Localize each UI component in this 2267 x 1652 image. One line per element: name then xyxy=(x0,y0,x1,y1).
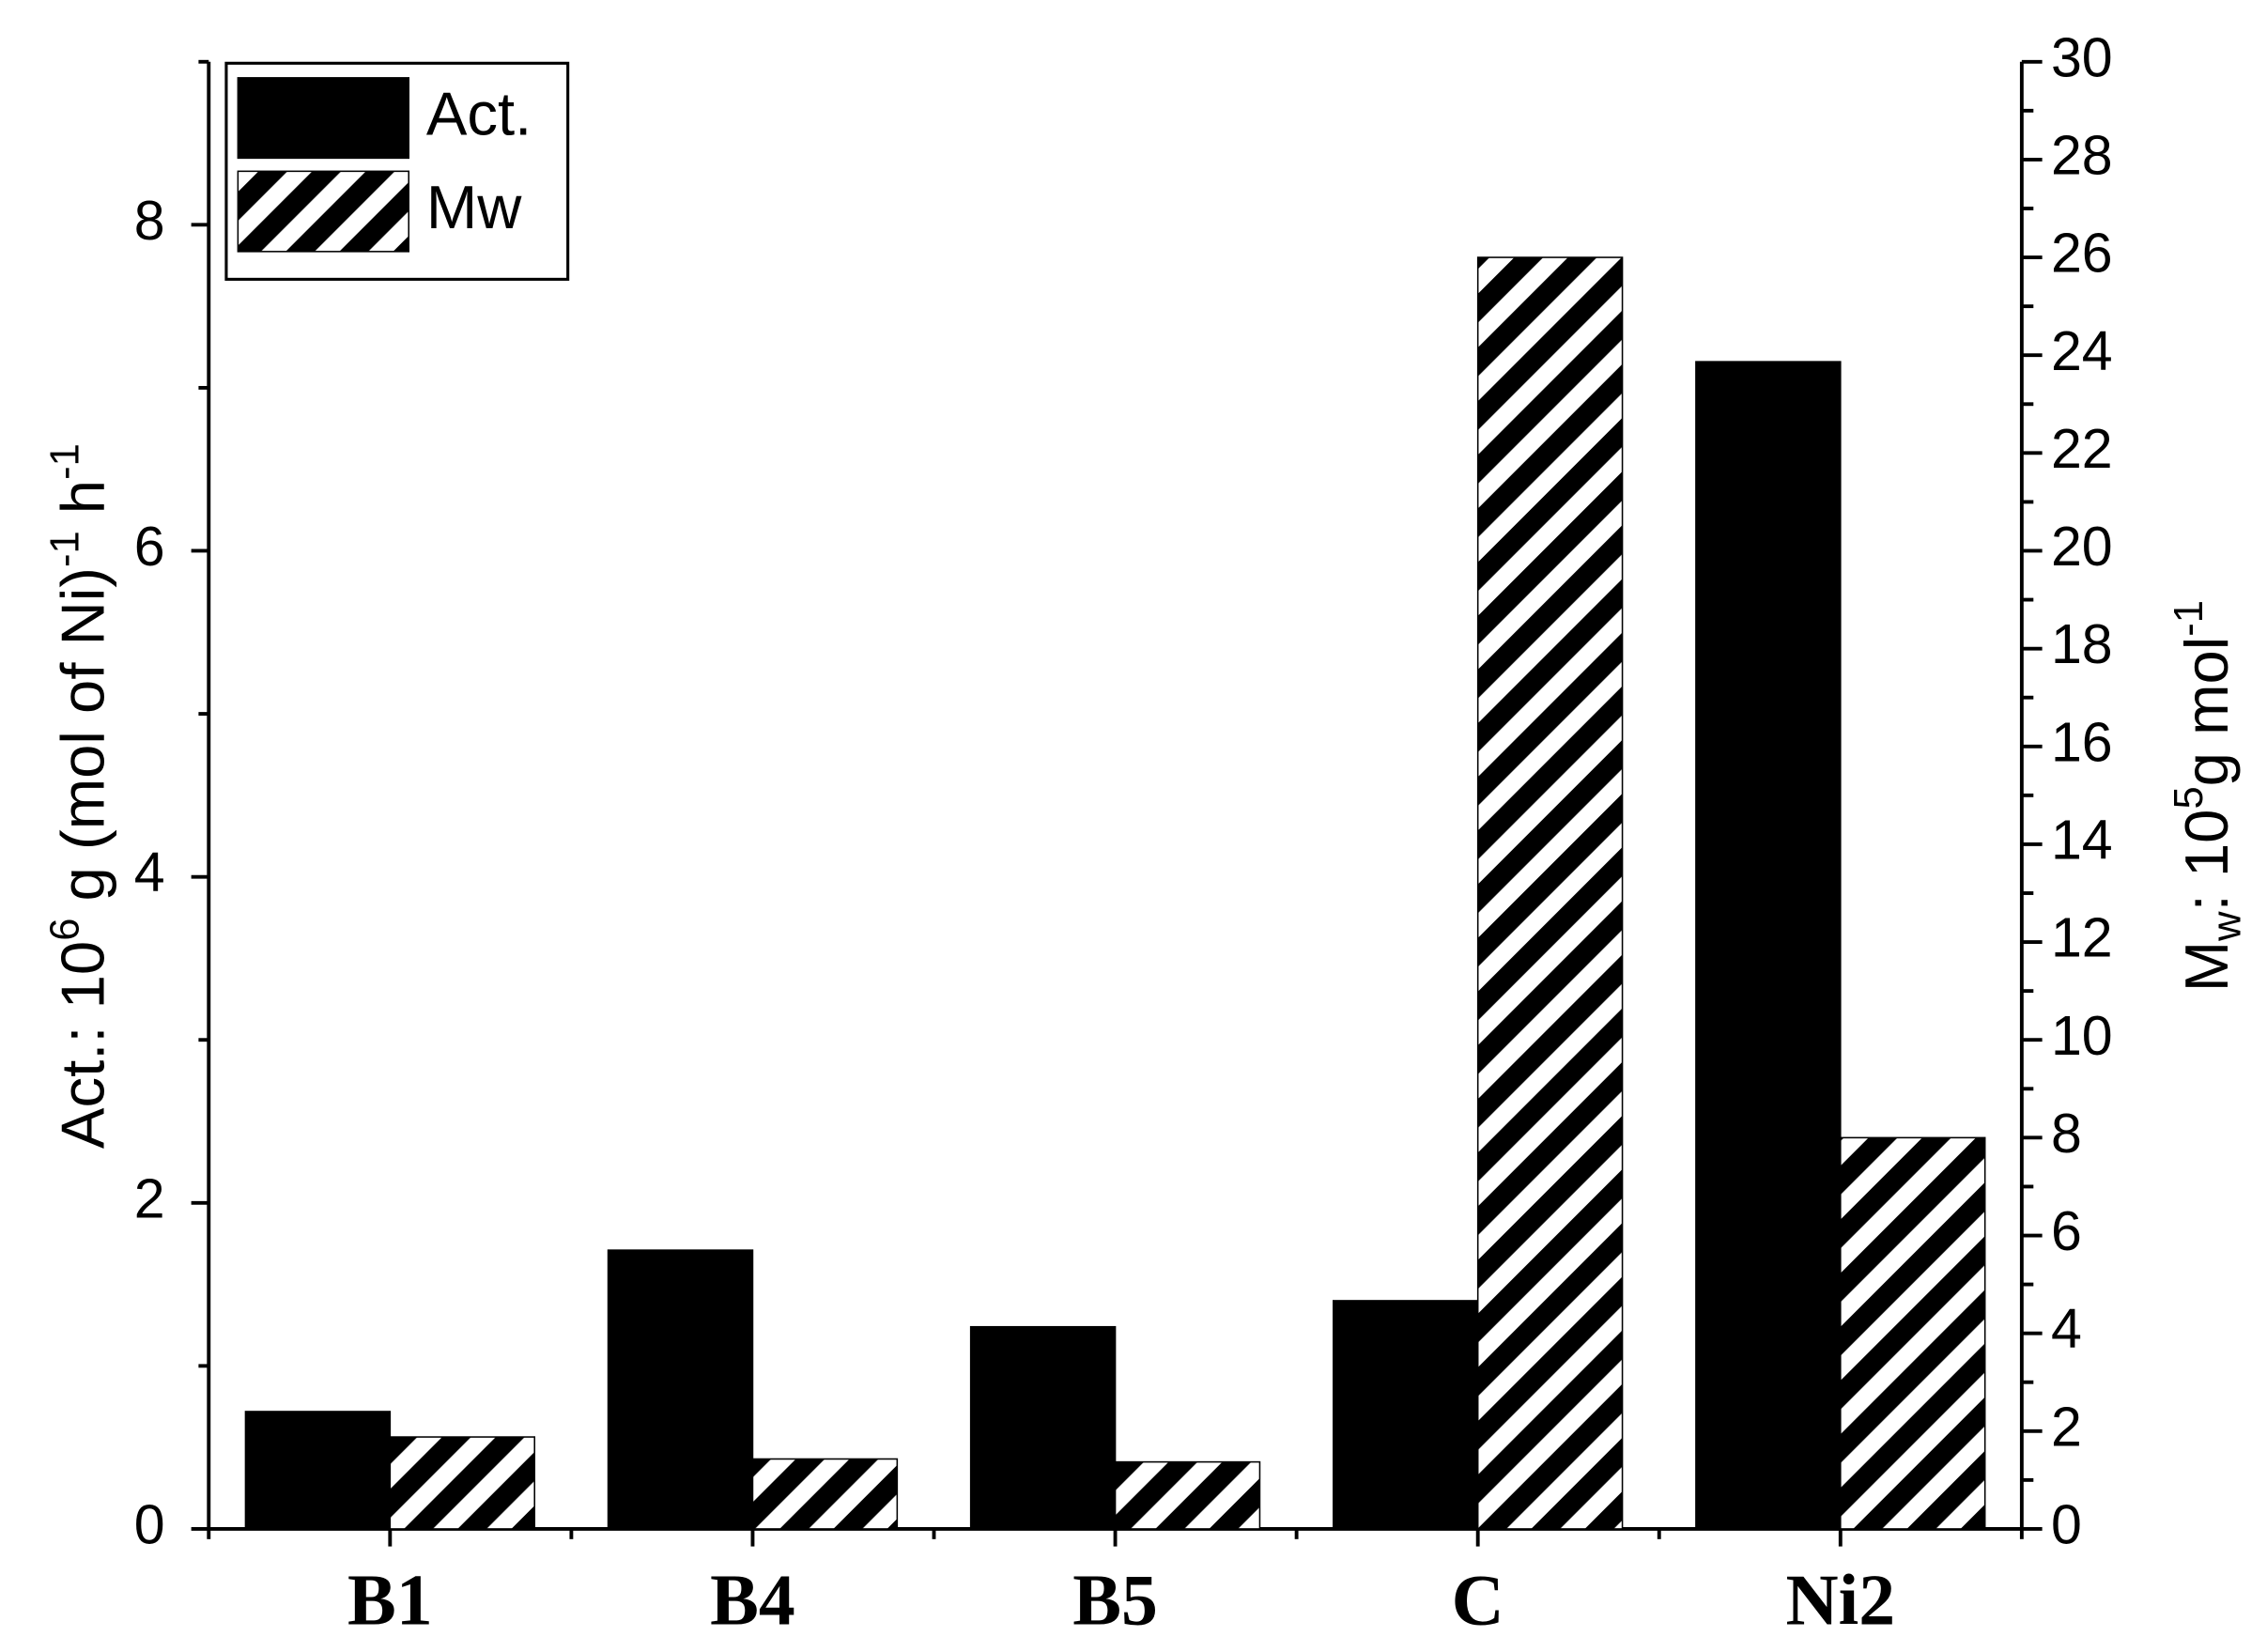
y2-tick-label: 16 xyxy=(2051,711,2113,773)
bar xyxy=(1114,1460,1261,1530)
y2-tick-label: 6 xyxy=(2051,1200,2082,1262)
y2-tick-label: 26 xyxy=(2051,223,2113,285)
x-tick-label: B1 xyxy=(347,1560,433,1641)
y-tick-label: 0 xyxy=(134,1494,165,1556)
y2-tick-label: 14 xyxy=(2051,810,2113,872)
bar xyxy=(1476,256,1624,1530)
y2-tick-label: 12 xyxy=(2051,907,2113,969)
y2-tick-label: 4 xyxy=(2051,1298,2082,1360)
x-tick-label: C xyxy=(1452,1560,1504,1641)
y2-tick-label: 8 xyxy=(2051,1103,2082,1165)
y-tick-label: 4 xyxy=(134,841,165,903)
y-axis-label: Act.: 106 g (mol of Ni)-1 h-1 xyxy=(42,443,117,1149)
y2-tick-label: 28 xyxy=(2051,125,2113,187)
y2-tick-label: 22 xyxy=(2051,418,2113,480)
y-tick-label: 2 xyxy=(134,1167,165,1229)
x-tick-label: Ni2 xyxy=(1786,1560,1896,1641)
legend-swatch xyxy=(237,170,410,253)
bar xyxy=(1840,1136,1986,1530)
legend-label: Act. xyxy=(426,80,532,148)
y-tick-label: 8 xyxy=(134,190,165,252)
y2-tick-label: 10 xyxy=(2051,1005,2113,1067)
bar xyxy=(751,1458,899,1530)
bar xyxy=(607,1249,754,1530)
bar xyxy=(969,1325,1117,1530)
bar xyxy=(1695,361,1842,1530)
legend-swatch xyxy=(237,77,410,160)
legend-label: Mw xyxy=(426,173,522,241)
x-tick-label: B4 xyxy=(710,1560,795,1641)
y2-tick-label: 0 xyxy=(2051,1494,2082,1556)
y-tick-label: 6 xyxy=(134,516,165,578)
y2-tick-label: 18 xyxy=(2051,613,2113,675)
y2-tick-label: 20 xyxy=(2051,516,2113,578)
y2-tick-label: 30 xyxy=(2051,26,2113,88)
x-tick-label: B5 xyxy=(1072,1560,1158,1641)
y2-tick-label: 2 xyxy=(2051,1396,2082,1458)
bar xyxy=(244,1411,392,1530)
bar xyxy=(1333,1300,1479,1530)
y2-tick-label: 24 xyxy=(2051,320,2113,382)
y2-axis-label: Mw: 105g mol-1 xyxy=(2167,600,2249,992)
bar xyxy=(389,1436,536,1530)
